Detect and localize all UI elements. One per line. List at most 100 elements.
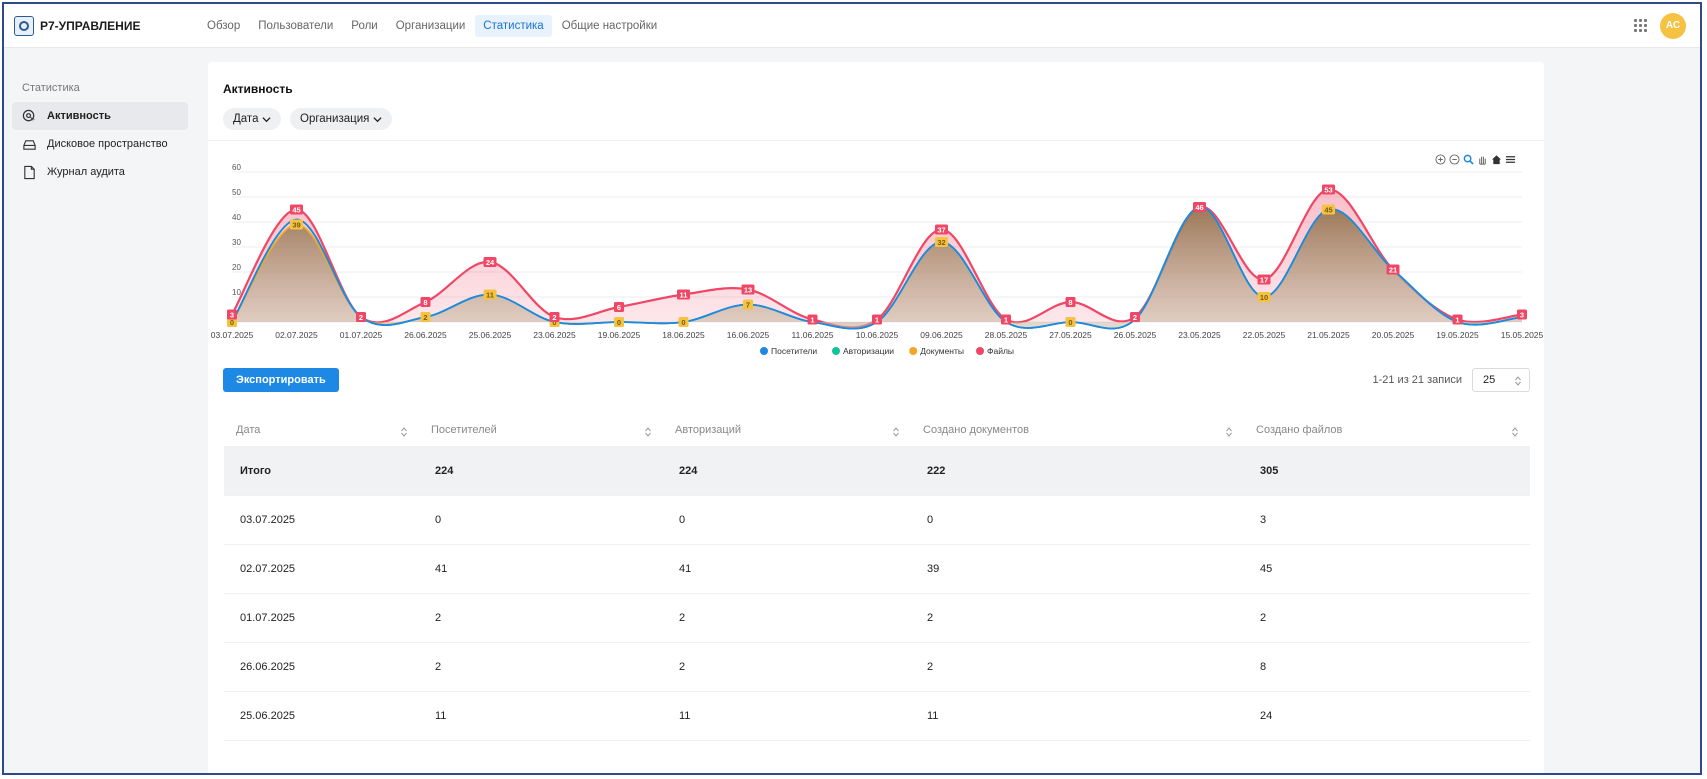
- sort-arrows-icon[interactable]: [1226, 427, 1232, 437]
- column-header[interactable]: Авторизаций: [663, 414, 911, 447]
- files-data-label-box: [483, 257, 497, 267]
- files-data-label-box: [614, 302, 624, 312]
- x-tick-label: 15.05.2025: [1501, 330, 1544, 340]
- x-tick-label: 28.05.2025: [985, 330, 1028, 340]
- date-filter-label: Дата: [233, 113, 259, 125]
- x-tick-label: 19.05.2025: [1436, 330, 1479, 340]
- documents-data-label: 0: [617, 318, 621, 327]
- table-cell: 0: [663, 495, 911, 545]
- nav-item[interactable]: Роли: [351, 19, 378, 32]
- x-tick-label: 26.05.2025: [1114, 330, 1157, 340]
- legend-marker: [832, 347, 840, 355]
- documents-data-label-box: [1322, 204, 1335, 215]
- files-data-label-box: [1386, 264, 1400, 275]
- files-data-label: 3: [1520, 311, 1524, 320]
- files-data-label-box: [1001, 314, 1011, 325]
- files-data-label: 37: [937, 226, 945, 235]
- table-row: 26.06.2025 2 2 2 8: [224, 642, 1530, 692]
- table-cell: 11: [419, 691, 663, 741]
- sidebar-title: Статистика: [22, 82, 80, 94]
- nav-item[interactable]: Статистика: [475, 14, 552, 37]
- x-tick-label: 26.06.2025: [404, 330, 447, 340]
- documents-data-label: 0: [681, 318, 685, 327]
- column-header[interactable]: Создано документов: [911, 414, 1244, 447]
- organization-filter[interactable]: Организация: [290, 108, 393, 130]
- files-data-label: 3: [230, 311, 234, 320]
- column-header-label: Посетителей: [431, 423, 497, 436]
- nav-item[interactable]: Пользователи: [258, 19, 334, 32]
- pager-info: 1-21 из 21 записи: [1372, 374, 1462, 386]
- files-data-label-box: [1452, 314, 1463, 325]
- nav-item[interactable]: Организации: [395, 19, 466, 32]
- column-header[interactable]: Дата: [224, 414, 419, 447]
- table-cell: 3: [1244, 495, 1530, 545]
- sort-arrows-icon: [1515, 376, 1521, 386]
- sort-arrows-icon[interactable]: [1512, 427, 1518, 437]
- documents-data-label-box: [290, 219, 303, 230]
- files-data-label-box: [1065, 297, 1076, 307]
- files-data-label: 1: [1455, 316, 1459, 325]
- nav-item[interactable]: Общие настройки: [561, 19, 658, 32]
- sort-arrows-icon[interactable]: [893, 427, 899, 437]
- table-cell: 8: [1244, 642, 1530, 692]
- legend-marker: [976, 347, 984, 355]
- chart-menu-icon[interactable]: [1505, 154, 1516, 165]
- column-header-label: Создано файлов: [1256, 423, 1343, 436]
- user-avatar[interactable]: АС: [1660, 12, 1686, 39]
- app-logo[interactable]: Р7-УПРАВЛЕНИЕ: [14, 15, 199, 36]
- x-tick-label: 09.06.2025: [920, 330, 963, 340]
- page-size-select[interactable]: 25: [1472, 368, 1530, 392]
- sidebar-item-activity[interactable]: Активность: [12, 102, 188, 130]
- legend-marker: [909, 347, 918, 355]
- x-tick-label: 27.05.2025: [1049, 330, 1092, 340]
- table-cell: 45: [1244, 544, 1530, 594]
- table-cell: 224: [419, 446, 663, 496]
- disk-icon: [23, 139, 36, 150]
- date-filter[interactable]: Дата: [223, 108, 282, 130]
- table-header-row: Дата Посетителей Авторизаций Создано докуме…: [224, 414, 1530, 447]
- table-cell: 2: [663, 642, 911, 692]
- activity-chart: 010203040506003.07.202502.07.202501.07.2…: [208, 152, 1544, 362]
- table-cell: 2: [663, 593, 911, 643]
- table-cell: 02.07.2025: [224, 544, 419, 594]
- sidebar-item-disk-space[interactable]: Дисковое пространство: [12, 130, 188, 158]
- files-data-label-box: [420, 297, 431, 307]
- page-title: Активность: [223, 82, 293, 96]
- zoom-selection-icon[interactable]: [1463, 154, 1474, 165]
- zoom-in-icon[interactable]: [1435, 154, 1446, 165]
- column-header-label: Создано документов: [923, 423, 1030, 436]
- reset-home-icon[interactable]: [1491, 154, 1502, 165]
- x-tick-label: 20.05.2025: [1372, 330, 1415, 340]
- sort-arrows-icon[interactable]: [645, 427, 651, 437]
- files-data-label-box: [872, 314, 882, 325]
- table-row: 01.07.2025 2 2 2 2: [224, 593, 1530, 643]
- legend-label: Посетители: [771, 346, 817, 356]
- files-data-label-box: [290, 204, 303, 215]
- files-data-label-box: [807, 314, 818, 325]
- legend-marker: [760, 347, 768, 355]
- sidebar-item-audit-log[interactable]: Журнал аудита: [12, 158, 188, 186]
- table-cell: 222: [911, 446, 1244, 496]
- document-icon: [24, 165, 35, 179]
- sort-arrows-icon[interactable]: [401, 427, 407, 437]
- files-data-label-box: [1322, 184, 1335, 195]
- files-data-label: 1: [810, 316, 814, 325]
- documents-data-label: 2: [423, 313, 427, 322]
- files-data-label: 1: [1004, 316, 1008, 325]
- y-tick-label: 10: [232, 288, 241, 297]
- activity-chart-svg: 010203040506003.07.202502.07.202501.07.2…: [211, 163, 1544, 356]
- zoom-out-icon[interactable]: [1449, 154, 1460, 165]
- table-cell: 11: [663, 691, 911, 741]
- table-cell: 2: [911, 593, 1244, 643]
- nav-item[interactable]: Обзор: [207, 19, 241, 32]
- documents-data-label-box: [1257, 292, 1271, 302]
- column-header[interactable]: Создано файлов: [1244, 414, 1530, 447]
- y-tick-label: 30: [232, 238, 241, 247]
- column-header[interactable]: Посетителей: [419, 414, 663, 447]
- apps-grid-icon[interactable]: [1634, 18, 1648, 33]
- table-cell: 39: [911, 544, 1244, 594]
- export-button[interactable]: Экспортировать: [223, 368, 339, 392]
- pan-hand-icon[interactable]: [1477, 154, 1488, 165]
- documents-data-label: 0: [1068, 318, 1072, 327]
